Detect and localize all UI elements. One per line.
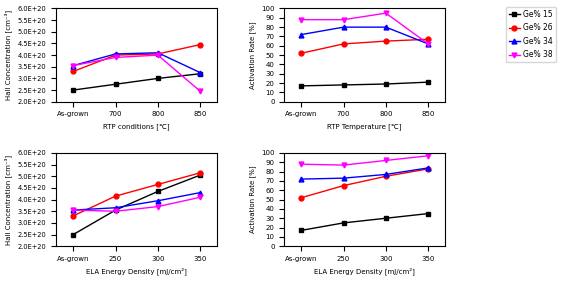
Y-axis label: Hall Concentration [cm⁻³]: Hall Concentration [cm⁻³] — [5, 155, 12, 245]
Legend: Ge% 15, Ge% 26, Ge% 34, Ge% 38: Ge% 15, Ge% 26, Ge% 34, Ge% 38 — [506, 7, 556, 63]
X-axis label: ELA Energy Density [mJ/cm²]: ELA Energy Density [mJ/cm²] — [314, 267, 415, 275]
Y-axis label: Activation Rate [%]: Activation Rate [%] — [249, 21, 256, 89]
X-axis label: ELA Energy Density [mJ/cm²]: ELA Energy Density [mJ/cm²] — [86, 267, 187, 275]
Y-axis label: Hall Concentration [cm⁻³]: Hall Concentration [cm⁻³] — [5, 10, 12, 100]
X-axis label: RTP conditions [℃]: RTP conditions [℃] — [104, 123, 170, 130]
Y-axis label: Activation Rate [%]: Activation Rate [%] — [249, 166, 256, 233]
X-axis label: RTP Temperature [℃]: RTP Temperature [℃] — [328, 123, 402, 130]
